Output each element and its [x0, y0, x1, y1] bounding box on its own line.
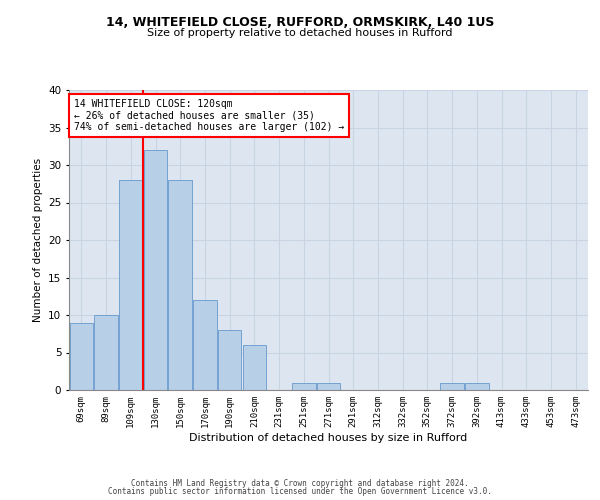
X-axis label: Distribution of detached houses by size in Rufford: Distribution of detached houses by size …	[190, 432, 467, 442]
Bar	[144, 150, 167, 390]
Y-axis label: Number of detached properties: Number of detached properties	[32, 158, 43, 322]
Bar	[465, 382, 488, 390]
Bar	[94, 315, 118, 390]
Bar	[218, 330, 241, 390]
Text: Contains HM Land Registry data © Crown copyright and database right 2024.: Contains HM Land Registry data © Crown c…	[131, 478, 469, 488]
Bar	[440, 382, 464, 390]
Bar	[70, 322, 93, 390]
Bar	[242, 345, 266, 390]
Text: Contains public sector information licensed under the Open Government Licence v3: Contains public sector information licen…	[108, 487, 492, 496]
Bar	[119, 180, 143, 390]
Bar	[317, 382, 340, 390]
Bar	[169, 180, 192, 390]
Bar	[193, 300, 217, 390]
Text: 14, WHITEFIELD CLOSE, RUFFORD, ORMSKIRK, L40 1US: 14, WHITEFIELD CLOSE, RUFFORD, ORMSKIRK,…	[106, 16, 494, 29]
Text: 14 WHITEFIELD CLOSE: 120sqm
← 26% of detached houses are smaller (35)
74% of sem: 14 WHITEFIELD CLOSE: 120sqm ← 26% of det…	[74, 99, 344, 132]
Text: Size of property relative to detached houses in Rufford: Size of property relative to detached ho…	[147, 28, 453, 38]
Bar	[292, 382, 316, 390]
